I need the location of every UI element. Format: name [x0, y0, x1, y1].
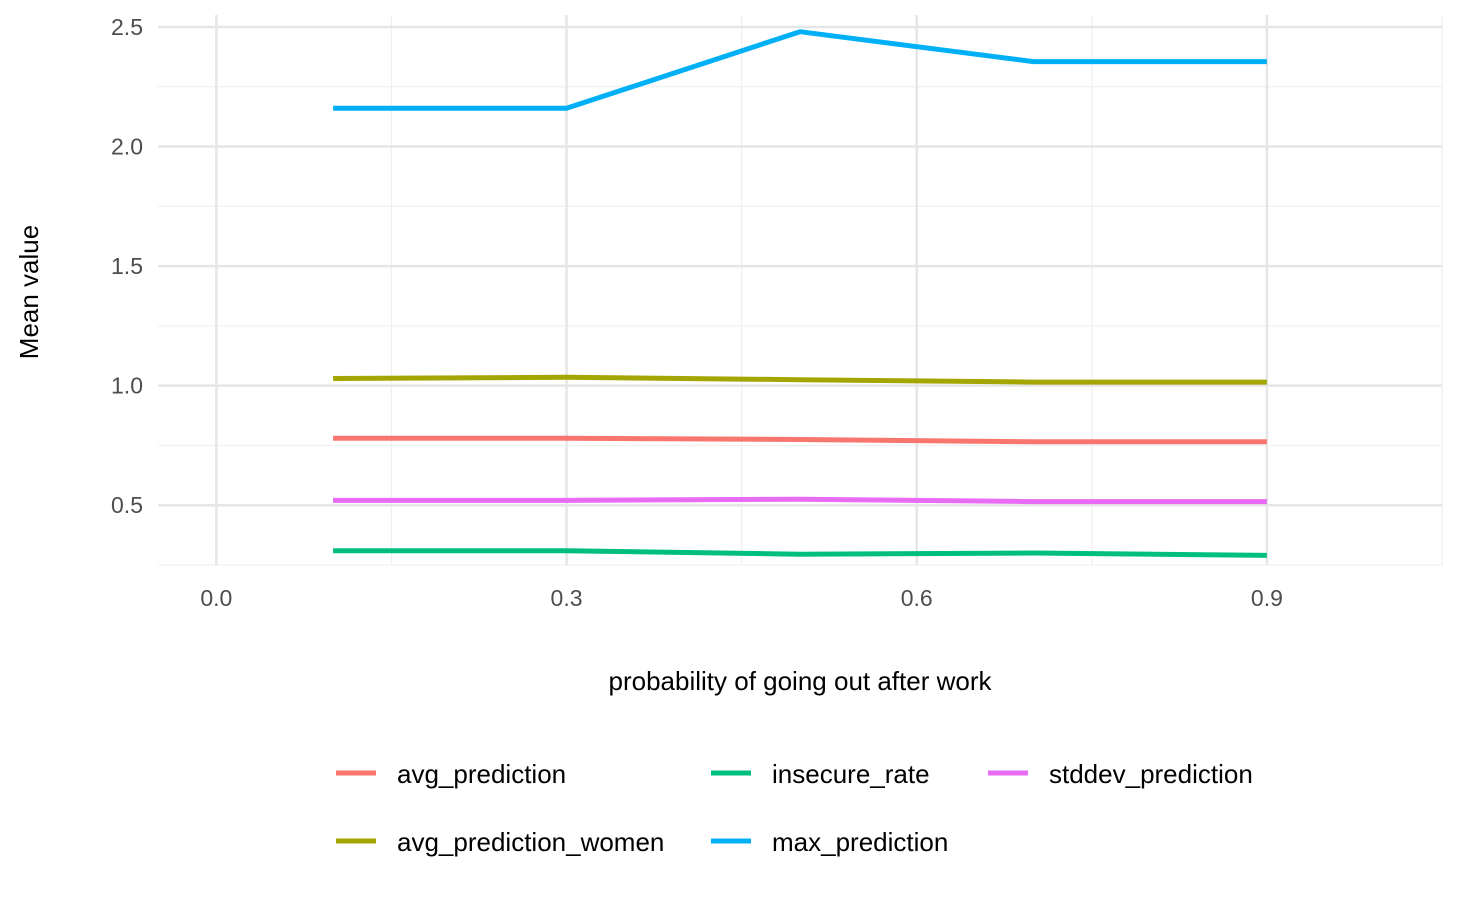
major-gridlines	[158, 15, 1442, 565]
legend-item: avg_prediction_women	[336, 827, 664, 857]
legend-label: avg_prediction_women	[397, 827, 664, 857]
series-line-stddev-prediction	[333, 496, 1267, 505]
series-line-insecure-rate	[333, 548, 1267, 558]
series-line-avg-prediction	[333, 435, 1267, 445]
x-tick-label: 0.3	[551, 585, 583, 611]
y-tick-label: 2.5	[111, 14, 143, 40]
y-tick-label: 1.0	[111, 373, 143, 399]
x-tick-label: 0.0	[200, 585, 232, 611]
minor-gridlines	[158, 15, 1443, 566]
legend-label: stddev_prediction	[1049, 759, 1253, 789]
y-axis-tick-labels: 0.5 1.0 1.5 2.0 2.5	[111, 14, 143, 518]
y-axis-title: Mean value	[14, 225, 44, 359]
y-tick-label: 0.5	[111, 492, 143, 518]
x-tick-label: 0.9	[1251, 585, 1283, 611]
x-axis-tick-labels: 0.0 0.3 0.6 0.9	[200, 585, 1283, 611]
y-tick-label: 1.5	[111, 253, 143, 279]
y-tick-label: 2.0	[111, 134, 143, 160]
legend-item: insecure_rate	[711, 759, 930, 789]
series-lines	[333, 29, 1267, 558]
series-line-avg-prediction-women	[333, 374, 1267, 385]
legend: avg_prediction avg_prediction_women insecu…	[336, 759, 1253, 857]
legend-item: avg_prediction	[336, 759, 566, 789]
legend-label: insecure_rate	[772, 759, 930, 789]
x-axis-title: probability of going out after work	[609, 666, 993, 696]
legend-label: avg_prediction	[397, 759, 566, 789]
legend-label: max_prediction	[772, 827, 948, 857]
x-tick-label: 0.6	[901, 585, 933, 611]
legend-item: max_prediction	[711, 827, 948, 857]
series-line-max-prediction	[333, 29, 1267, 111]
legend-item: stddev_prediction	[988, 759, 1253, 789]
